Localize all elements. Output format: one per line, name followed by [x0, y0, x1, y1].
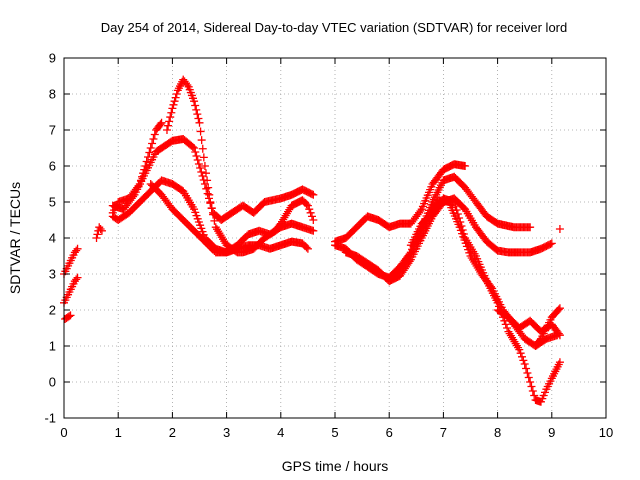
data-point [522, 365, 530, 373]
data-point [529, 387, 537, 395]
series-pass-1 [60, 245, 82, 278]
x-tick-label: 9 [548, 425, 555, 440]
data-point [93, 234, 101, 242]
data-point [526, 378, 534, 386]
y-tick-label: 0 [49, 375, 56, 390]
x-tick-label: 5 [331, 425, 338, 440]
x-tick-label: 3 [223, 425, 230, 440]
data-point [527, 383, 535, 391]
data-point [149, 135, 157, 143]
series-pass-17 [556, 225, 564, 233]
x-tick-label: 0 [60, 425, 67, 440]
data-point [525, 374, 533, 382]
y-tick-label: 8 [49, 87, 56, 102]
x-axis-label: GPS time / hours [282, 458, 389, 474]
data-point [192, 106, 200, 114]
y-tick-label: 1 [49, 339, 56, 354]
y-tick-label: -1 [44, 411, 56, 426]
data-point [163, 126, 171, 134]
data-point [523, 369, 531, 377]
x-tick-label: 2 [169, 425, 176, 440]
data-point [191, 102, 199, 110]
data-point [197, 168, 205, 176]
data-points [60, 76, 564, 406]
data-point [307, 209, 315, 217]
data-point [193, 110, 201, 118]
data-point [196, 164, 204, 172]
data-point [309, 216, 317, 224]
x-tick-label: 8 [494, 425, 501, 440]
chart-title: Day 254 of 2014, Sidereal Day-to-day VTE… [101, 20, 568, 35]
data-point [148, 140, 156, 148]
data-point [199, 145, 207, 153]
data-point [521, 360, 529, 368]
data-point [197, 127, 205, 135]
data-point [165, 117, 173, 125]
x-tick-label: 1 [115, 425, 122, 440]
data-point [198, 136, 206, 144]
x-tick-label: 7 [440, 425, 447, 440]
series-pass-4 [93, 223, 106, 242]
data-point [145, 149, 153, 157]
data-point [206, 198, 214, 206]
data-point [167, 109, 175, 117]
y-tick-label: 5 [49, 195, 56, 210]
x-tick-label: 4 [277, 425, 284, 440]
y-tick-label: 9 [49, 51, 56, 66]
data-point [518, 353, 526, 361]
y-tick-label: 7 [49, 123, 56, 138]
y-tick-label: 3 [49, 267, 56, 282]
y-tick-label: 6 [49, 159, 56, 174]
x-tick-label: 6 [386, 425, 393, 440]
data-point [172, 94, 180, 102]
data-point [166, 113, 174, 121]
data-point [556, 225, 564, 233]
data-point [194, 114, 202, 122]
data-point [168, 104, 176, 112]
data-point [308, 212, 316, 220]
y-tick-label: 2 [49, 303, 56, 318]
x-tick-label: 10 [599, 425, 613, 440]
y-tick-label: 4 [49, 231, 56, 246]
data-point [196, 119, 204, 127]
data-point [201, 162, 209, 170]
data-point [195, 160, 203, 168]
data-point [169, 101, 177, 109]
sdtvar-chart: Day 254 of 2014, Sidereal Day-to-day VTE… [0, 0, 640, 480]
data-point [171, 97, 179, 105]
y-axis-label: SDTVAR / TECUs [7, 182, 23, 294]
series-pass-3 [61, 311, 74, 323]
data-point [192, 152, 200, 160]
series-pass-2 [60, 274, 82, 307]
data-point [519, 356, 527, 364]
